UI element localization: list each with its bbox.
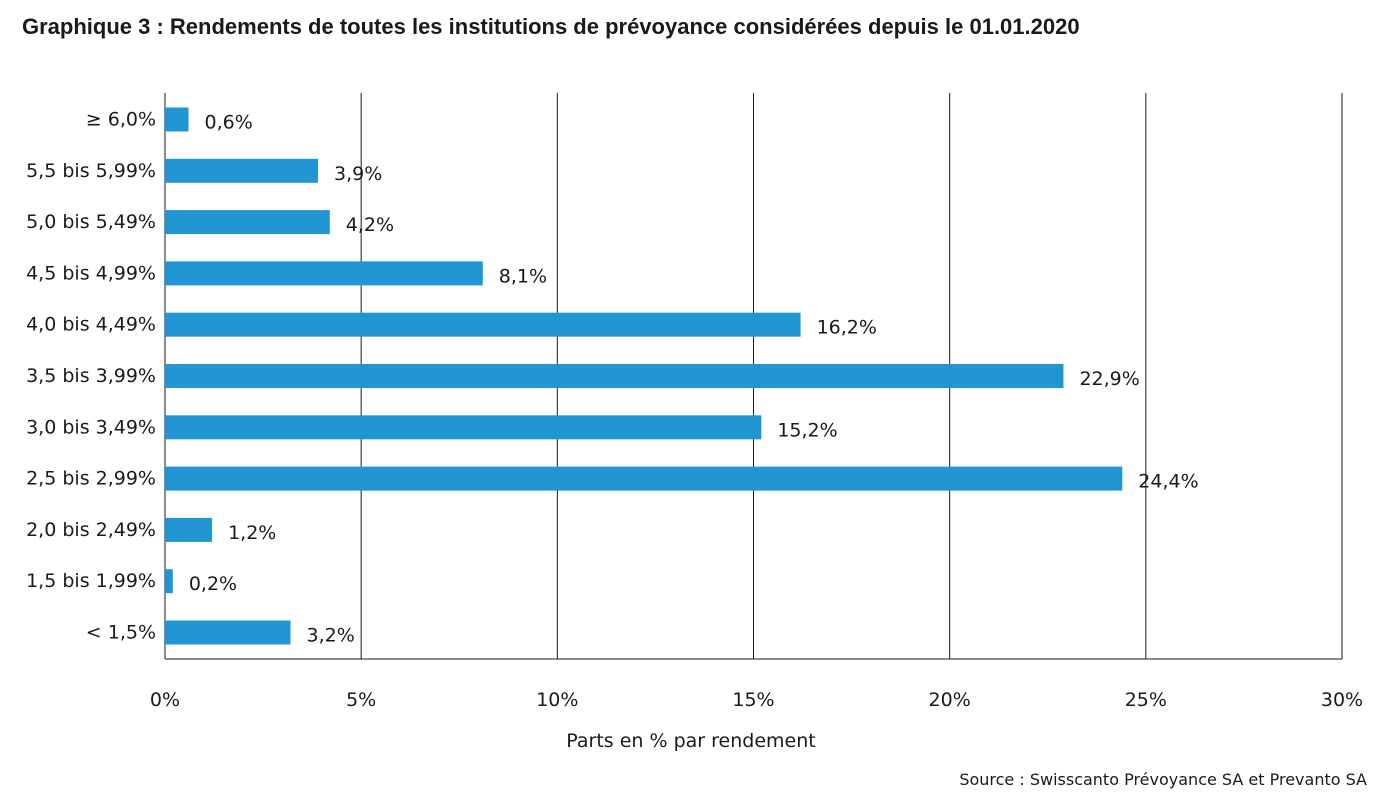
category-label: 4,0 bis 4,49% bbox=[26, 314, 156, 336]
category-label: < 1,5% bbox=[86, 622, 156, 644]
value-label: 3,2% bbox=[307, 625, 355, 647]
value-label: 4,2% bbox=[346, 214, 394, 236]
x-tick-label: 5% bbox=[346, 689, 376, 711]
chart-title: Graphique 3 : Rendements de toutes les i… bbox=[22, 14, 1080, 39]
category-label: 2,5 bis 2,99% bbox=[26, 468, 156, 490]
bar bbox=[165, 569, 173, 594]
bar bbox=[165, 312, 801, 337]
bar bbox=[165, 364, 1064, 388]
category-label: 2,0 bis 2,49% bbox=[26, 519, 156, 541]
x-tick-label: 15% bbox=[732, 689, 774, 711]
category-label: 4,5 bis 4,99% bbox=[26, 262, 156, 284]
value-label: 24,4% bbox=[1138, 471, 1198, 493]
value-label: 8,1% bbox=[499, 265, 547, 287]
bar bbox=[165, 158, 319, 183]
bar bbox=[165, 620, 291, 645]
value-label: 3,9% bbox=[334, 163, 382, 185]
category-label: ≥ 6,0% bbox=[86, 109, 156, 131]
value-label: 0,2% bbox=[189, 573, 237, 595]
x-tick-label: 25% bbox=[1125, 689, 1167, 711]
value-label: 22,9% bbox=[1079, 368, 1139, 390]
category-label: 5,5 bis 5,99% bbox=[26, 160, 156, 182]
bar bbox=[165, 107, 189, 132]
source-note: Source : Swisscanto Prévoyance SA et Pre… bbox=[959, 770, 1367, 789]
value-label: 0,6% bbox=[205, 112, 253, 134]
bar bbox=[165, 466, 1123, 491]
category-label: 5,0 bis 5,49% bbox=[26, 211, 156, 233]
category-label: 1,5 bis 1,99% bbox=[26, 570, 156, 592]
bar bbox=[165, 261, 483, 286]
bar bbox=[165, 517, 213, 542]
x-axis-title: Parts en % par rendement bbox=[566, 730, 815, 752]
x-tick-label: 10% bbox=[536, 689, 578, 711]
value-label: 1,2% bbox=[228, 522, 276, 544]
x-tick-label: 0% bbox=[150, 689, 180, 711]
x-tick-label: 20% bbox=[929, 689, 971, 711]
x-tick-label: 30% bbox=[1321, 689, 1363, 711]
category-label: 3,0 bis 3,49% bbox=[26, 416, 156, 438]
value-label: 15,2% bbox=[777, 419, 837, 441]
value-label: 16,2% bbox=[817, 317, 877, 339]
category-label: 3,5 bis 3,99% bbox=[26, 365, 156, 387]
bar bbox=[165, 415, 762, 440]
bar bbox=[165, 210, 330, 235]
